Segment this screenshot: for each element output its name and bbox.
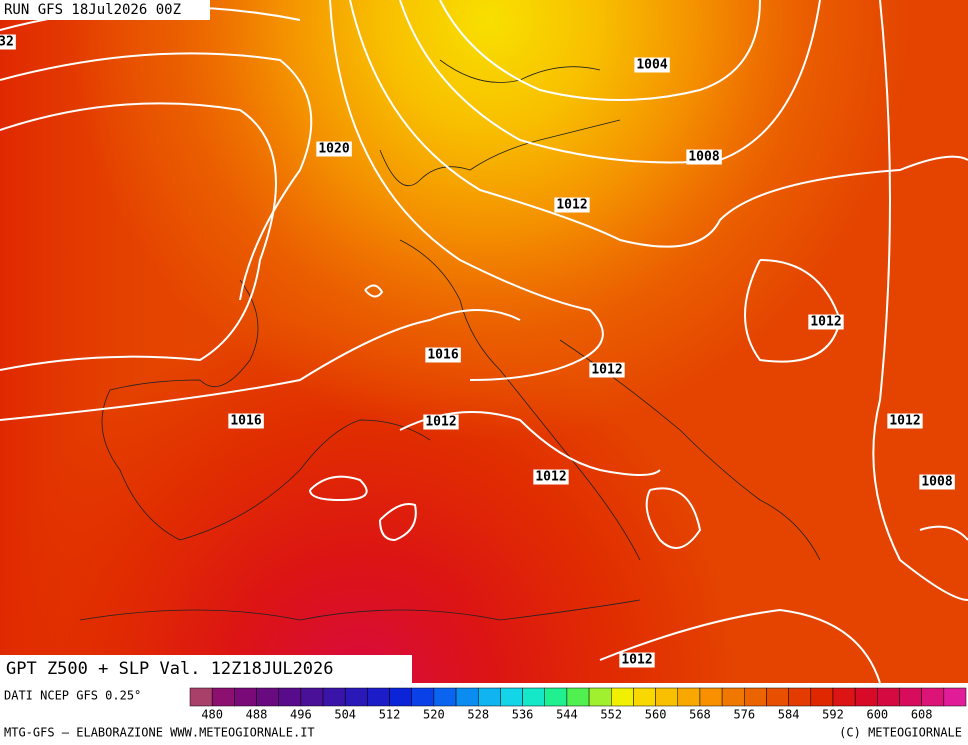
colorbar-swatch (211, 687, 235, 707)
colorbar-label: 560 (645, 708, 667, 722)
isobar-label: 1016 (427, 348, 458, 363)
colorbar-swatch (788, 687, 812, 707)
isobar-label: 1012 (621, 653, 652, 668)
colorbar-swatch (588, 687, 612, 707)
isobar-label-box (0, 34, 16, 50)
colorbar-label: 504 (334, 708, 356, 722)
colorbar-swatch (234, 687, 257, 707)
isobar-label: 1012 (889, 414, 920, 429)
isobar-label: 1012 (535, 470, 566, 485)
isobar-label: 1012 (591, 363, 622, 378)
isobar-label: 1012 (425, 415, 456, 430)
isobar-label: 1008 (921, 475, 952, 490)
colorbar-label: 608 (911, 708, 933, 722)
isobar-label-box (919, 474, 955, 490)
isobar-label: 1012 (556, 198, 587, 213)
isobars (0, 0, 968, 684)
colorbar-swatch (633, 687, 656, 707)
colorbar-swatch (943, 687, 967, 707)
isobar-label-box (808, 314, 844, 330)
colorbar-label: 568 (689, 708, 711, 722)
colorbar-swatch (810, 687, 834, 707)
isobar-label-box (423, 414, 459, 430)
isobar-label: 1020 (318, 142, 349, 157)
isobar-label-box (686, 149, 722, 165)
colorbar-swatch (278, 687, 302, 707)
colorbar-swatch (256, 687, 279, 707)
colorbar-swatch (522, 687, 545, 707)
isobar-label-box (619, 652, 655, 668)
isobar-labels: 32 1004 1020 1008 1012 1012 1016 1012 1016 1012 10… (0, 34, 955, 668)
colorbar-label: 488 (246, 708, 268, 722)
colorbar-label: 544 (556, 708, 578, 722)
colorbar-swatch (766, 687, 789, 707)
data-source: DATI NCEP GFS 0.25° (4, 689, 141, 703)
colorbar-swatch (721, 687, 745, 707)
credit: MTG-GFS — ELABORAZIONE WWW.METEOGIORNALE… (4, 726, 315, 740)
map-title: GPT Z500 + SLP Val. 12Z18JUL2026 (6, 659, 334, 679)
colorbar-swatch (677, 687, 701, 707)
colorbar-label: 512 (379, 708, 401, 722)
isobar-label-box (425, 347, 461, 363)
isobar-label: 1016 (230, 414, 261, 429)
colorbar-label: 552 (600, 708, 622, 722)
colorbar-swatch (544, 687, 568, 707)
copyright: (C) METEOGIORNALE (839, 726, 962, 740)
isobar-label: 1012 (810, 315, 841, 330)
colorbar-swatch (477, 687, 501, 707)
map: 32 1004 1020 1008 1012 1012 1016 1012 1016 1012 10… (0, 0, 968, 684)
isobar-label-box (228, 413, 264, 429)
title-box (0, 655, 412, 683)
isobar-label: 1004 (636, 58, 667, 73)
isobar-label-box (554, 197, 590, 213)
colorbar-swatch (455, 687, 479, 707)
run-label: RUN GFS 18Jul2026 00Z (4, 2, 181, 18)
colorbar-swatch (189, 687, 213, 707)
colorbar-swatch (389, 687, 412, 707)
colorbar-label: 600 (866, 708, 888, 722)
colorbar-swatch (699, 687, 723, 707)
colorbar-swatch (832, 687, 856, 707)
colorbar-swatch (367, 687, 390, 707)
colorbar-swatch (744, 687, 767, 707)
colorbar-swatch (433, 687, 457, 707)
colorbar-swatch (411, 687, 435, 707)
colorbar-label: 584 (778, 708, 800, 722)
colorbar-label: 496 (290, 708, 312, 722)
colorbar-swatch (566, 687, 590, 707)
colorbar-swatch (344, 687, 368, 707)
colorbar-label: 576 (733, 708, 755, 722)
colorbar: 480 488 496 504 512 520 528 536 544 552 560 568 576 5… (189, 687, 967, 722)
isobar-label-box (887, 413, 923, 429)
colorbar-swatch (921, 687, 945, 707)
colorbar-swatch (500, 687, 523, 707)
isobar-label-box (634, 57, 670, 73)
isobar-label-box (589, 362, 625, 378)
colorbar-swatch (611, 687, 634, 707)
colorbar-swatch (655, 687, 679, 707)
colorbar-label: 528 (467, 708, 489, 722)
header-box (0, 0, 210, 20)
colorbar-swatch (877, 687, 900, 707)
colorbar-label: 536 (512, 708, 534, 722)
colorbar-swatch (300, 687, 324, 707)
colorbar-label: 592 (822, 708, 844, 722)
isobar-label-box (316, 141, 352, 157)
colorbar-label: 520 (423, 708, 445, 722)
isobar-label: 32 (0, 35, 14, 50)
isobar-label-box (533, 469, 569, 485)
isobar-label: 1008 (688, 150, 719, 165)
colorbar-swatch (854, 687, 878, 707)
colorbar-swatch (899, 687, 922, 707)
colorbar-label: 480 (201, 708, 223, 722)
colorbar-swatch (322, 687, 346, 707)
